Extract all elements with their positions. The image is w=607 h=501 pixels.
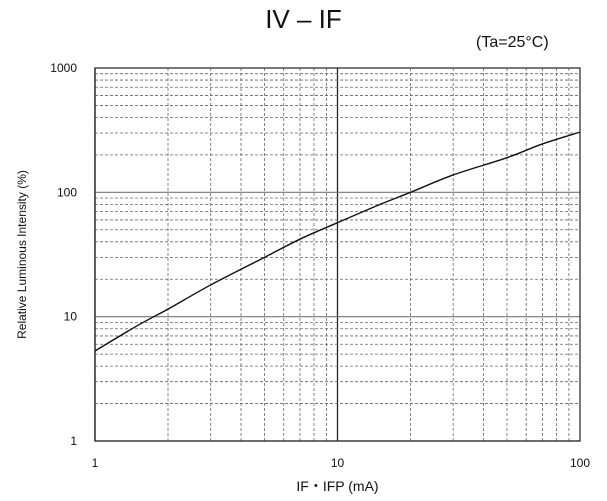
y-tick-label: 1 — [70, 434, 77, 448]
x-tick-label: 100 — [570, 456, 590, 470]
y-tick-labels: 1 10 100 1000 — [50, 61, 77, 448]
x-axis-label: IF・IFP (mA) — [296, 478, 378, 494]
chart-title: IV – IF — [265, 4, 342, 34]
series-line — [94, 131, 581, 352]
y-axis-label: Relative Luminous Intensity (%) — [15, 170, 29, 339]
y-tick-label: 1000 — [50, 61, 77, 75]
x-tick-label: 1 — [92, 456, 99, 470]
x-tick-labels: 1 10 100 — [92, 456, 591, 470]
x-tick-label: 10 — [331, 456, 345, 470]
y-tick-label: 100 — [57, 185, 77, 199]
plot-frame — [94, 67, 581, 442]
y-tick-label: 10 — [64, 310, 78, 324]
condition-label: (Ta=25°C) — [476, 34, 549, 51]
grid — [94, 68, 580, 442]
